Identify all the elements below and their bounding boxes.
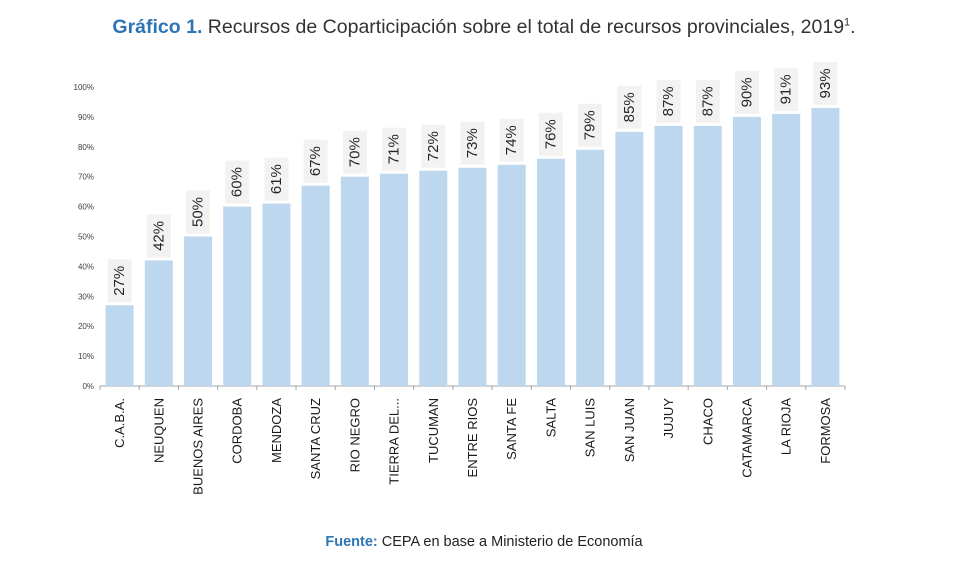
data-label: 85%	[621, 92, 638, 122]
title-suffix: .	[850, 16, 856, 38]
bar	[693, 125, 722, 387]
bar	[654, 125, 683, 387]
category-label: LA RIOJA	[779, 398, 794, 455]
bar	[732, 116, 761, 387]
title-footnote-marker: 1	[844, 16, 851, 29]
data-label-box	[107, 259, 132, 303]
category-label: RIO NEGRO	[347, 398, 362, 472]
data-label-box	[774, 67, 799, 111]
data-label: 73%	[464, 128, 481, 158]
data-label: 79%	[582, 110, 599, 140]
data-label-box	[813, 61, 838, 105]
category-label: TUCUMAN	[426, 398, 441, 463]
category-label: SAN JUAN	[622, 398, 637, 462]
bar	[380, 173, 409, 386]
data-label-box	[225, 160, 250, 204]
data-label: 70%	[346, 137, 363, 167]
data-label-box	[734, 70, 759, 114]
data-label: 91%	[778, 74, 795, 104]
bar	[458, 167, 487, 386]
category-label: SANTA CRUZ	[308, 398, 323, 479]
category-label: CHACO	[700, 398, 715, 445]
data-label-box	[460, 121, 485, 165]
bar	[419, 170, 448, 386]
category-label: CORDOBA	[230, 398, 245, 464]
data-label-box	[264, 157, 289, 201]
bar-chart: 0% 10% 20% 30% 40% 50% 60% 70% 80% 90% 100% 27% C.A.…	[74, 61, 846, 495]
source-label: Fuente:	[325, 534, 378, 550]
y-tick-label: 70%	[78, 173, 94, 182]
bar	[223, 206, 252, 386]
y-tick-label: 40%	[78, 262, 94, 271]
y-tick-label: 60%	[78, 203, 94, 212]
category-label: TIERRA DEL...	[387, 398, 402, 485]
category-label: SAN LUIS	[583, 398, 598, 458]
category-label: MENDOZA	[269, 398, 284, 463]
y-tick-label: 90%	[78, 113, 94, 122]
category-label: FORMOSA	[818, 398, 833, 464]
data-label-box	[538, 112, 563, 156]
title-prefix: Gráfico 1.	[112, 16, 203, 38]
data-label-box	[146, 214, 171, 258]
category-label: BUENOS AIRES	[191, 398, 206, 495]
data-label: 74%	[503, 125, 520, 155]
category-label: JUJUY	[661, 398, 676, 439]
title-text: Recursos de Coparticipación sobre el tot…	[207, 16, 845, 38]
bar	[262, 203, 291, 386]
data-label: 90%	[738, 77, 755, 107]
category-label: C.A.B.A.	[112, 398, 127, 448]
data-label: 71%	[386, 134, 403, 164]
data-label: 42%	[150, 221, 167, 251]
y-tick-label: 50%	[78, 233, 94, 242]
y-tick-label: 10%	[78, 352, 94, 361]
data-label-box	[617, 85, 642, 129]
y-tick-label: 80%	[78, 143, 94, 152]
data-label: 76%	[542, 119, 559, 149]
bar	[772, 113, 801, 386]
bar	[615, 131, 644, 386]
data-label-box	[499, 118, 524, 162]
bar	[144, 260, 173, 386]
y-tick-label: 0%	[82, 382, 94, 391]
data-label-box	[382, 127, 407, 171]
data-label: 72%	[425, 131, 442, 161]
data-label-box	[421, 124, 446, 168]
bar	[536, 158, 565, 386]
data-label-box	[303, 139, 328, 183]
y-tick-label: 100%	[74, 83, 94, 92]
chart-title: Gráfico 1. Recursos de Coparticipación s…	[0, 16, 968, 39]
data-label: 67%	[307, 146, 324, 176]
data-label-box	[695, 79, 720, 123]
source-text: CEPA en base a Ministerio de Economía	[381, 534, 643, 550]
category-label: NEUQUEN	[151, 398, 166, 463]
bar	[497, 164, 526, 386]
data-label-box	[186, 190, 211, 234]
data-label-box	[656, 79, 681, 123]
category-label: ENTRE RIOS	[465, 398, 480, 478]
data-label: 93%	[817, 68, 834, 98]
category-label: SALTA	[543, 398, 558, 438]
bar	[301, 185, 330, 386]
data-label-box	[342, 130, 367, 174]
source-note: Fuente: CEPA en base a Ministerio de Eco…	[0, 534, 968, 550]
bar	[811, 107, 840, 387]
data-label: 61%	[268, 164, 285, 194]
category-label: CATAMARCA	[739, 398, 754, 478]
category-label: SANTA FE	[504, 398, 519, 460]
data-label: 50%	[190, 197, 207, 227]
data-label: 87%	[660, 86, 677, 116]
y-tick-label: 30%	[78, 292, 94, 301]
data-label-box	[578, 103, 603, 147]
bar	[576, 149, 605, 386]
bar	[340, 176, 369, 386]
data-label: 27%	[111, 266, 128, 296]
bar	[184, 236, 213, 386]
data-label: 60%	[229, 167, 246, 197]
bar	[105, 305, 134, 386]
data-label: 87%	[699, 86, 716, 116]
y-tick-label: 20%	[78, 322, 94, 331]
